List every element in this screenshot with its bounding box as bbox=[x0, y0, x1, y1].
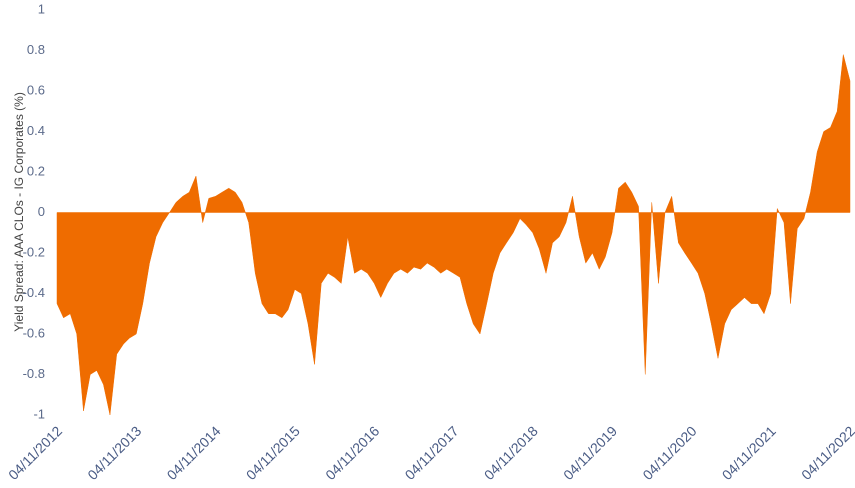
y-tick-label: 0.8 bbox=[27, 42, 45, 57]
x-tick-label: 04/11/2016 bbox=[322, 423, 382, 483]
y-tick-label: 0.6 bbox=[27, 82, 45, 97]
y-tick-label: -0.2 bbox=[23, 244, 45, 259]
x-tick-label: 04/11/2013 bbox=[84, 423, 144, 483]
x-tick-label: 04/11/2022 bbox=[798, 423, 855, 483]
y-tick-label: -0.6 bbox=[23, 325, 45, 340]
y-axis-label: Yield Spread: AAA CLOs - IG Corporates (… bbox=[12, 92, 26, 332]
y-tick-label: -0.4 bbox=[23, 285, 45, 300]
x-tick-label: 04/11/2018 bbox=[481, 423, 541, 483]
x-tick-label: 04/11/2021 bbox=[719, 423, 779, 483]
x-tick-label: 04/11/2014 bbox=[164, 423, 224, 483]
y-tick-label: -1 bbox=[33, 406, 45, 421]
y-tick-label: 0.4 bbox=[27, 123, 45, 138]
x-tick-label: 04/11/2017 bbox=[401, 423, 461, 483]
x-tick-label: 04/11/2019 bbox=[560, 423, 620, 483]
y-tick-label: 0.2 bbox=[27, 163, 45, 178]
area bbox=[56, 54, 851, 416]
y-tick-label: -0.8 bbox=[23, 366, 45, 381]
x-tick-label: 04/11/2020 bbox=[639, 423, 699, 483]
y-tick-label: 0 bbox=[38, 204, 45, 219]
x-tick-label: 04/11/2015 bbox=[243, 423, 303, 483]
y-tick-label: 1 bbox=[38, 1, 45, 16]
x-tick-label: 04/11/2012 bbox=[5, 423, 65, 483]
